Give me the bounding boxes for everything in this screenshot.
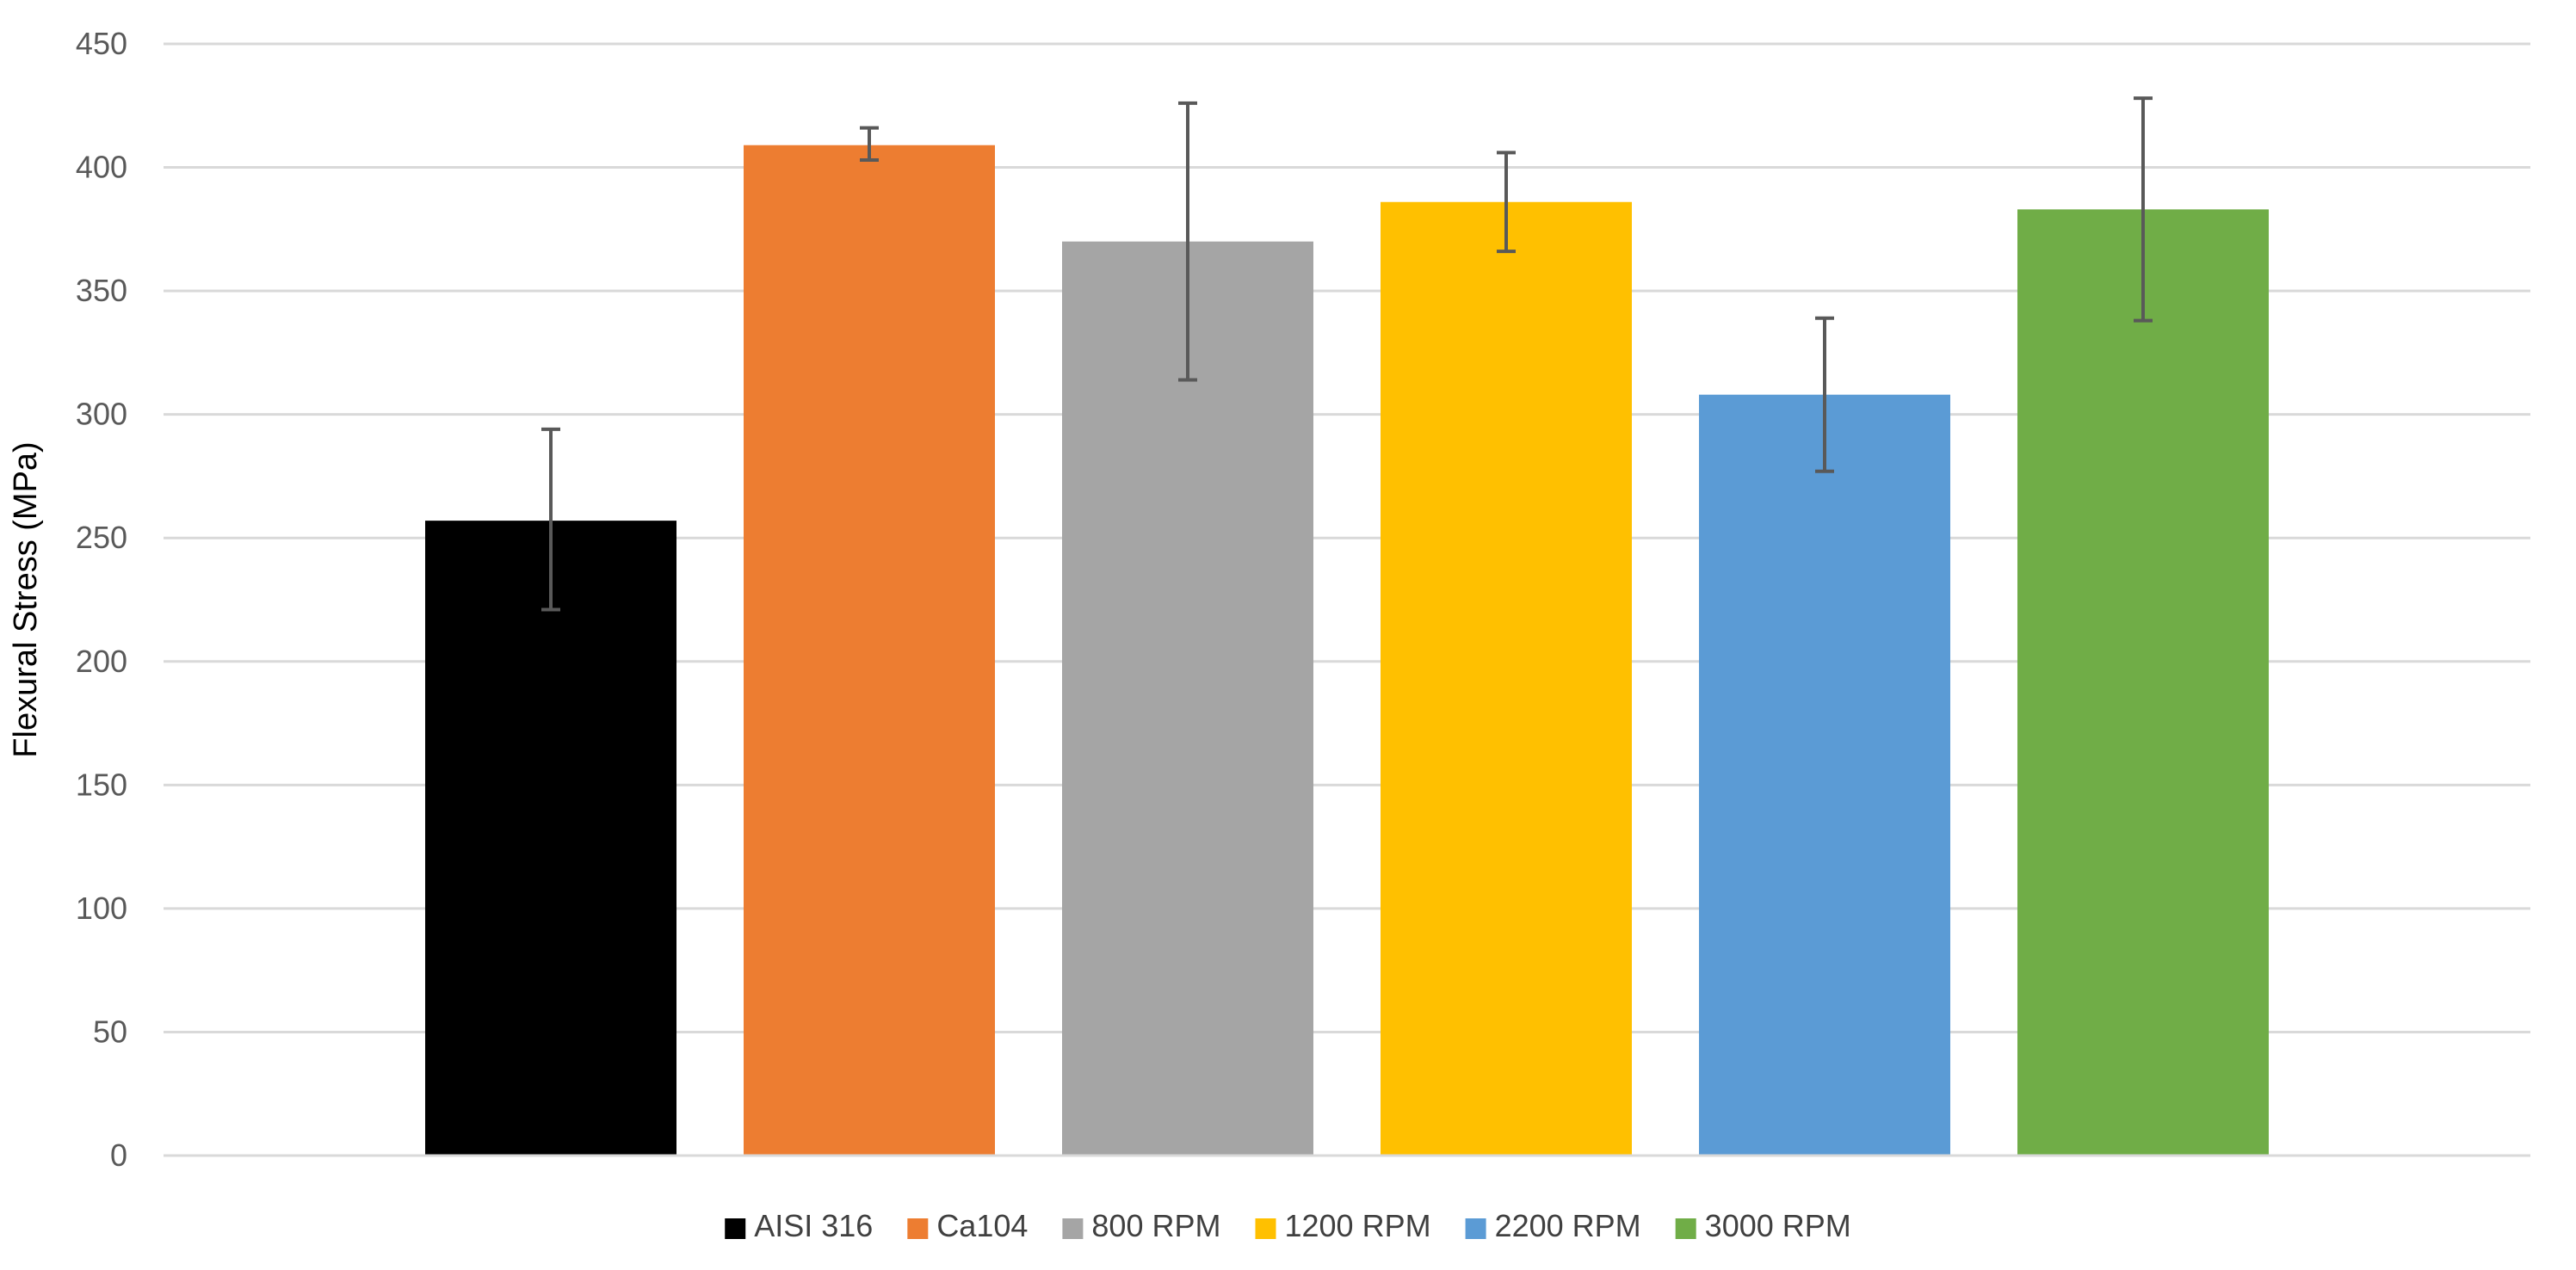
error-bar-2200-rpm bbox=[1815, 316, 1834, 473]
bar-800-rpm bbox=[1062, 241, 1313, 1156]
error-bars bbox=[541, 96, 2153, 612]
y-tick-label-350: 350 bbox=[76, 273, 127, 308]
bar-aisi-316 bbox=[425, 521, 676, 1156]
legend-label: Ca104 bbox=[936, 1208, 1028, 1243]
legend-label: 3000 RPM bbox=[1705, 1208, 1851, 1243]
legend-swatch bbox=[1062, 1218, 1084, 1239]
y-tick-label-0: 0 bbox=[110, 1137, 127, 1173]
legend-item-aisi-316: AISI 316 bbox=[725, 1208, 873, 1243]
legend-swatch bbox=[725, 1218, 746, 1239]
error-bar-aisi-316 bbox=[541, 427, 560, 612]
legend-item-ca104: Ca104 bbox=[907, 1208, 1028, 1243]
bar-2200-rpm bbox=[1699, 394, 1950, 1156]
y-tick-label-200: 200 bbox=[76, 644, 127, 679]
bar-1200-rpm bbox=[1381, 201, 1632, 1156]
error-bar-1200-rpm bbox=[1497, 151, 1516, 254]
y-axis-title: Flexural Stress (MPa) bbox=[8, 441, 44, 757]
legend-item-1200-rpm: 1200 RPM bbox=[1255, 1208, 1431, 1243]
error-bar-800-rpm bbox=[1178, 101, 1197, 382]
y-tick-label-400: 400 bbox=[76, 150, 127, 185]
legend-label: AISI 316 bbox=[754, 1208, 873, 1243]
legend-label: 1200 RPM bbox=[1284, 1208, 1430, 1243]
y-axis-tick-labels: 0 50 100 150 200 250 300 350 400 450 bbox=[76, 26, 127, 1173]
bar-ca104 bbox=[744, 145, 995, 1156]
y-tick-label-150: 150 bbox=[76, 767, 127, 802]
y-tick-label-450: 450 bbox=[76, 26, 127, 61]
legend-swatch bbox=[1465, 1218, 1486, 1239]
y-tick-label-100: 100 bbox=[76, 891, 127, 926]
bar-3000-rpm bbox=[2017, 209, 2269, 1156]
legend-item-3000-rpm: 3000 RPM bbox=[1675, 1208, 1851, 1243]
error-bar-ca104 bbox=[860, 126, 879, 162]
y-tick-label-300: 300 bbox=[76, 397, 127, 432]
legend-swatch bbox=[1675, 1218, 1696, 1239]
legend: AISI 316 Ca104 800 RPM 1200 RPM 2200 RPM 3000… bbox=[725, 1208, 1851, 1243]
legend-swatch bbox=[1255, 1218, 1276, 1239]
bars bbox=[425, 145, 2269, 1156]
legend-item-800-rpm: 800 RPM bbox=[1062, 1208, 1220, 1243]
legend-label: 2200 RPM bbox=[1495, 1208, 1641, 1243]
y-tick-label-50: 50 bbox=[93, 1014, 127, 1049]
legend-label: 800 RPM bbox=[1091, 1208, 1220, 1243]
legend-swatch bbox=[907, 1218, 929, 1239]
y-tick-label-250: 250 bbox=[76, 520, 127, 555]
legend-item-2200-rpm: 2200 RPM bbox=[1465, 1208, 1641, 1243]
error-bar-3000-rpm bbox=[2134, 96, 2153, 323]
